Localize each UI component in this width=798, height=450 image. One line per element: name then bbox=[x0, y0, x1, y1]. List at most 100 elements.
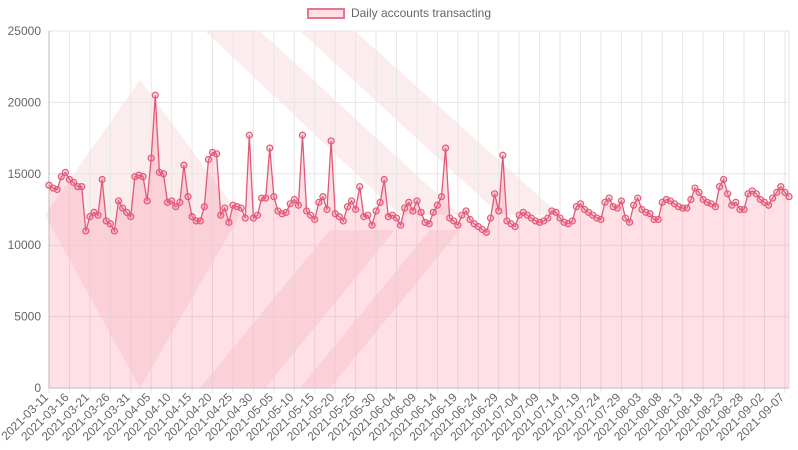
data-point[interactable] bbox=[691, 184, 699, 192]
legend[interactable]: Daily accounts transacting bbox=[0, 6, 798, 20]
data-point[interactable] bbox=[773, 188, 781, 196]
data-point[interactable] bbox=[352, 205, 360, 214]
data-point[interactable] bbox=[245, 131, 253, 139]
data-point[interactable] bbox=[298, 131, 307, 139]
data-point[interactable] bbox=[597, 215, 605, 224]
data-point[interactable] bbox=[724, 190, 732, 198]
data-point[interactable] bbox=[159, 170, 168, 178]
data-point[interactable] bbox=[143, 197, 151, 205]
data-point[interactable] bbox=[409, 207, 417, 215]
data-point[interactable] bbox=[625, 218, 634, 226]
data-point[interactable] bbox=[200, 203, 208, 211]
data-point[interactable] bbox=[466, 215, 474, 224]
data-point[interactable] bbox=[53, 185, 61, 194]
data-point[interactable] bbox=[499, 151, 507, 159]
data-point[interactable] bbox=[184, 193, 192, 201]
data-point[interactable] bbox=[462, 207, 470, 215]
data-point[interactable] bbox=[613, 204, 621, 212]
data-point[interactable] bbox=[237, 204, 245, 212]
data-point[interactable] bbox=[217, 211, 225, 219]
data-point[interactable] bbox=[241, 214, 249, 222]
data-point[interactable] bbox=[302, 207, 311, 215]
data-point[interactable] bbox=[196, 217, 204, 225]
data-point[interactable] bbox=[110, 227, 119, 235]
data-point[interactable] bbox=[552, 208, 560, 216]
data-point[interactable] bbox=[127, 213, 135, 221]
data-point[interactable] bbox=[180, 161, 188, 169]
data-point[interactable] bbox=[715, 183, 724, 191]
data-point[interactable] bbox=[290, 195, 298, 204]
data-point[interactable] bbox=[168, 197, 176, 205]
data-point[interactable] bbox=[769, 194, 777, 202]
data-point[interactable] bbox=[172, 203, 180, 211]
data-point[interactable] bbox=[376, 198, 384, 206]
data-point[interactable] bbox=[417, 208, 425, 216]
data-point[interactable] bbox=[441, 144, 450, 152]
data-point[interactable] bbox=[147, 154, 155, 162]
data-point[interactable] bbox=[405, 198, 413, 206]
data-point[interactable] bbox=[781, 188, 789, 196]
data-point[interactable] bbox=[311, 215, 319, 224]
data-point[interactable] bbox=[617, 197, 625, 205]
data-point[interactable] bbox=[368, 221, 376, 229]
data-point[interactable] bbox=[57, 173, 65, 181]
data-point[interactable] bbox=[486, 214, 495, 222]
data-point[interactable] bbox=[397, 221, 405, 229]
data-point[interactable] bbox=[335, 213, 343, 221]
data-point[interactable] bbox=[687, 195, 695, 204]
data-point[interactable] bbox=[294, 201, 302, 209]
data-point[interactable] bbox=[213, 150, 221, 158]
data-point[interactable] bbox=[425, 220, 433, 228]
data-point[interactable] bbox=[319, 193, 327, 201]
data-point[interactable] bbox=[752, 190, 760, 198]
data-point[interactable] bbox=[568, 217, 576, 225]
data-point[interactable] bbox=[139, 173, 147, 181]
data-point[interactable] bbox=[118, 204, 127, 212]
data-point[interactable] bbox=[380, 175, 388, 184]
data-point[interactable] bbox=[307, 211, 315, 219]
data-point[interactable] bbox=[392, 214, 401, 222]
data-point[interactable] bbox=[433, 201, 441, 209]
data-point[interactable] bbox=[188, 213, 196, 221]
data-point[interactable] bbox=[94, 211, 102, 219]
data-point[interactable] bbox=[106, 220, 114, 228]
data-point[interactable] bbox=[482, 228, 491, 236]
data-point[interactable] bbox=[327, 137, 335, 145]
data-point[interactable] bbox=[601, 198, 609, 206]
data-point[interactable] bbox=[454, 221, 462, 229]
data-point[interactable] bbox=[343, 203, 352, 211]
data-point[interactable] bbox=[429, 208, 437, 216]
data-point[interactable] bbox=[437, 193, 446, 201]
data-point[interactable] bbox=[204, 155, 213, 164]
data-point[interactable] bbox=[372, 207, 380, 215]
data-point[interactable] bbox=[270, 193, 278, 201]
data-point[interactable] bbox=[634, 194, 642, 202]
legend-swatch[interactable] bbox=[306, 7, 345, 19]
data-point[interactable] bbox=[315, 198, 323, 206]
data-point[interactable] bbox=[364, 211, 372, 219]
data-point[interactable] bbox=[356, 183, 364, 191]
data-point[interactable] bbox=[413, 197, 421, 205]
data-point[interactable] bbox=[719, 175, 728, 184]
data-point[interactable] bbox=[576, 200, 585, 208]
data-point[interactable] bbox=[711, 203, 720, 211]
data-point[interactable] bbox=[646, 210, 654, 218]
data-point[interactable] bbox=[491, 190, 499, 198]
data-point[interactable] bbox=[511, 223, 519, 231]
data-point[interactable] bbox=[82, 227, 90, 235]
data-point[interactable] bbox=[176, 198, 184, 206]
data-point[interactable] bbox=[683, 204, 691, 212]
data-point[interactable] bbox=[450, 217, 458, 225]
data-point[interactable] bbox=[777, 183, 785, 191]
data-point[interactable] bbox=[98, 175, 106, 184]
data-point[interactable] bbox=[123, 208, 131, 216]
data-point[interactable] bbox=[151, 91, 159, 99]
data-point[interactable] bbox=[339, 217, 347, 225]
data-point[interactable] bbox=[764, 201, 773, 209]
data-point[interactable] bbox=[86, 213, 94, 221]
data-point[interactable] bbox=[495, 207, 503, 215]
data-point[interactable] bbox=[785, 193, 793, 201]
data-point[interactable] bbox=[695, 188, 703, 196]
data-point[interactable] bbox=[266, 144, 274, 152]
data-point[interactable] bbox=[732, 198, 740, 206]
